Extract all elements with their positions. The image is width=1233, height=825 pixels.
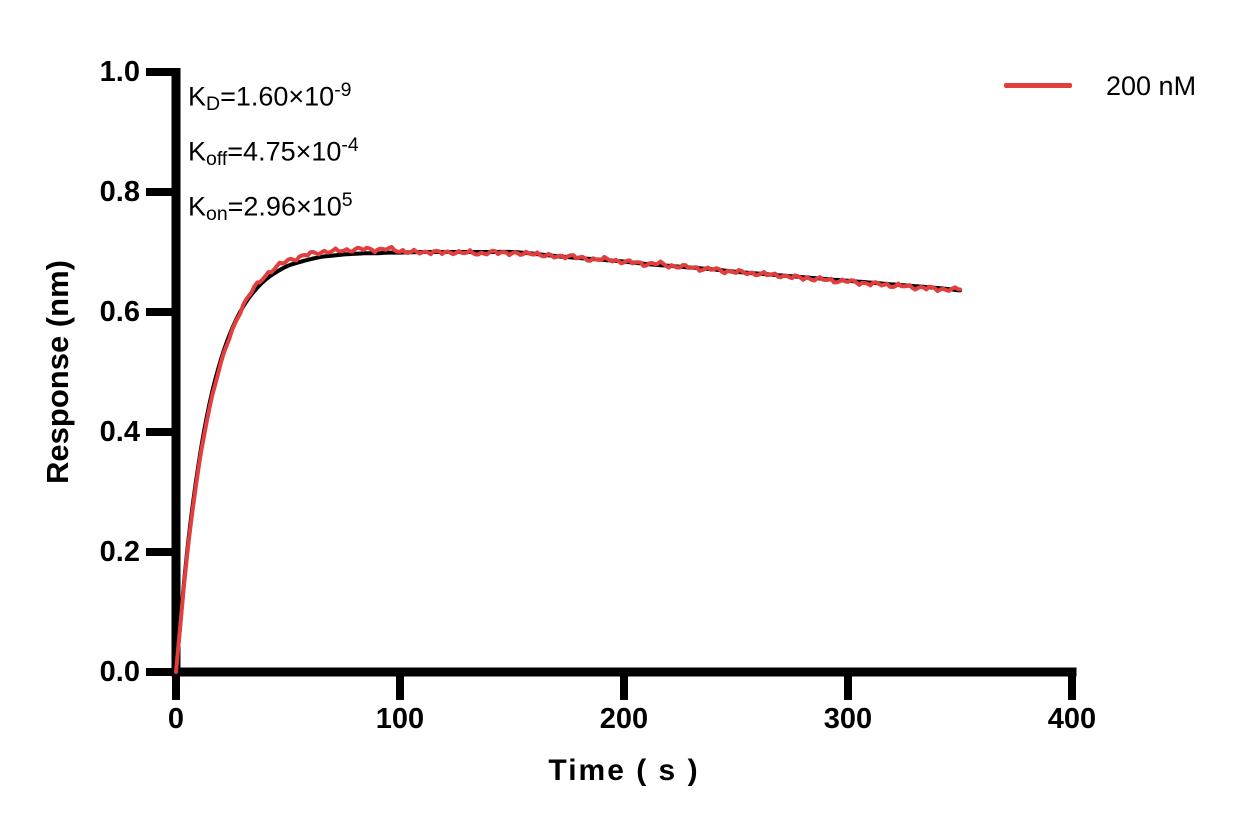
y-tick-label: 0.6: [99, 296, 140, 328]
x-tick-label: 100: [375, 703, 425, 735]
x-tick-label: 0: [167, 703, 185, 735]
x-tick-label: 300: [823, 703, 873, 735]
legend: 200 nM: [1004, 70, 1230, 104]
y-tick-label: 0.4: [99, 416, 140, 448]
kon-value: Kon=2.96×105: [188, 188, 353, 225]
series-fit-curve: [174, 249, 962, 674]
y-tick-label: 0.0: [99, 656, 140, 688]
legend-label: 200 nM: [1106, 71, 1197, 101]
x-tick-label: 400: [1047, 703, 1097, 735]
series-data-200nM: [174, 245, 962, 674]
legend-line-swatch: [1004, 83, 1072, 88]
y-tick-label: 0.2: [99, 536, 140, 568]
x-tick-label: 200: [599, 703, 649, 735]
koff-value: Koff=4.75×10-4: [188, 133, 359, 170]
kd-value: KD=1.60×10-9: [188, 79, 352, 115]
x-axis-title: Time ( s ): [548, 754, 700, 787]
y-tick-label: 1.0: [99, 56, 140, 88]
y-tick-label: 0.8: [99, 176, 140, 208]
y-axis-title: Response (nm): [40, 260, 75, 484]
kinetics-annotation: KD=1.60×10-9 Koff=4.75×10-4 Kon=2.96×105: [188, 70, 359, 235]
